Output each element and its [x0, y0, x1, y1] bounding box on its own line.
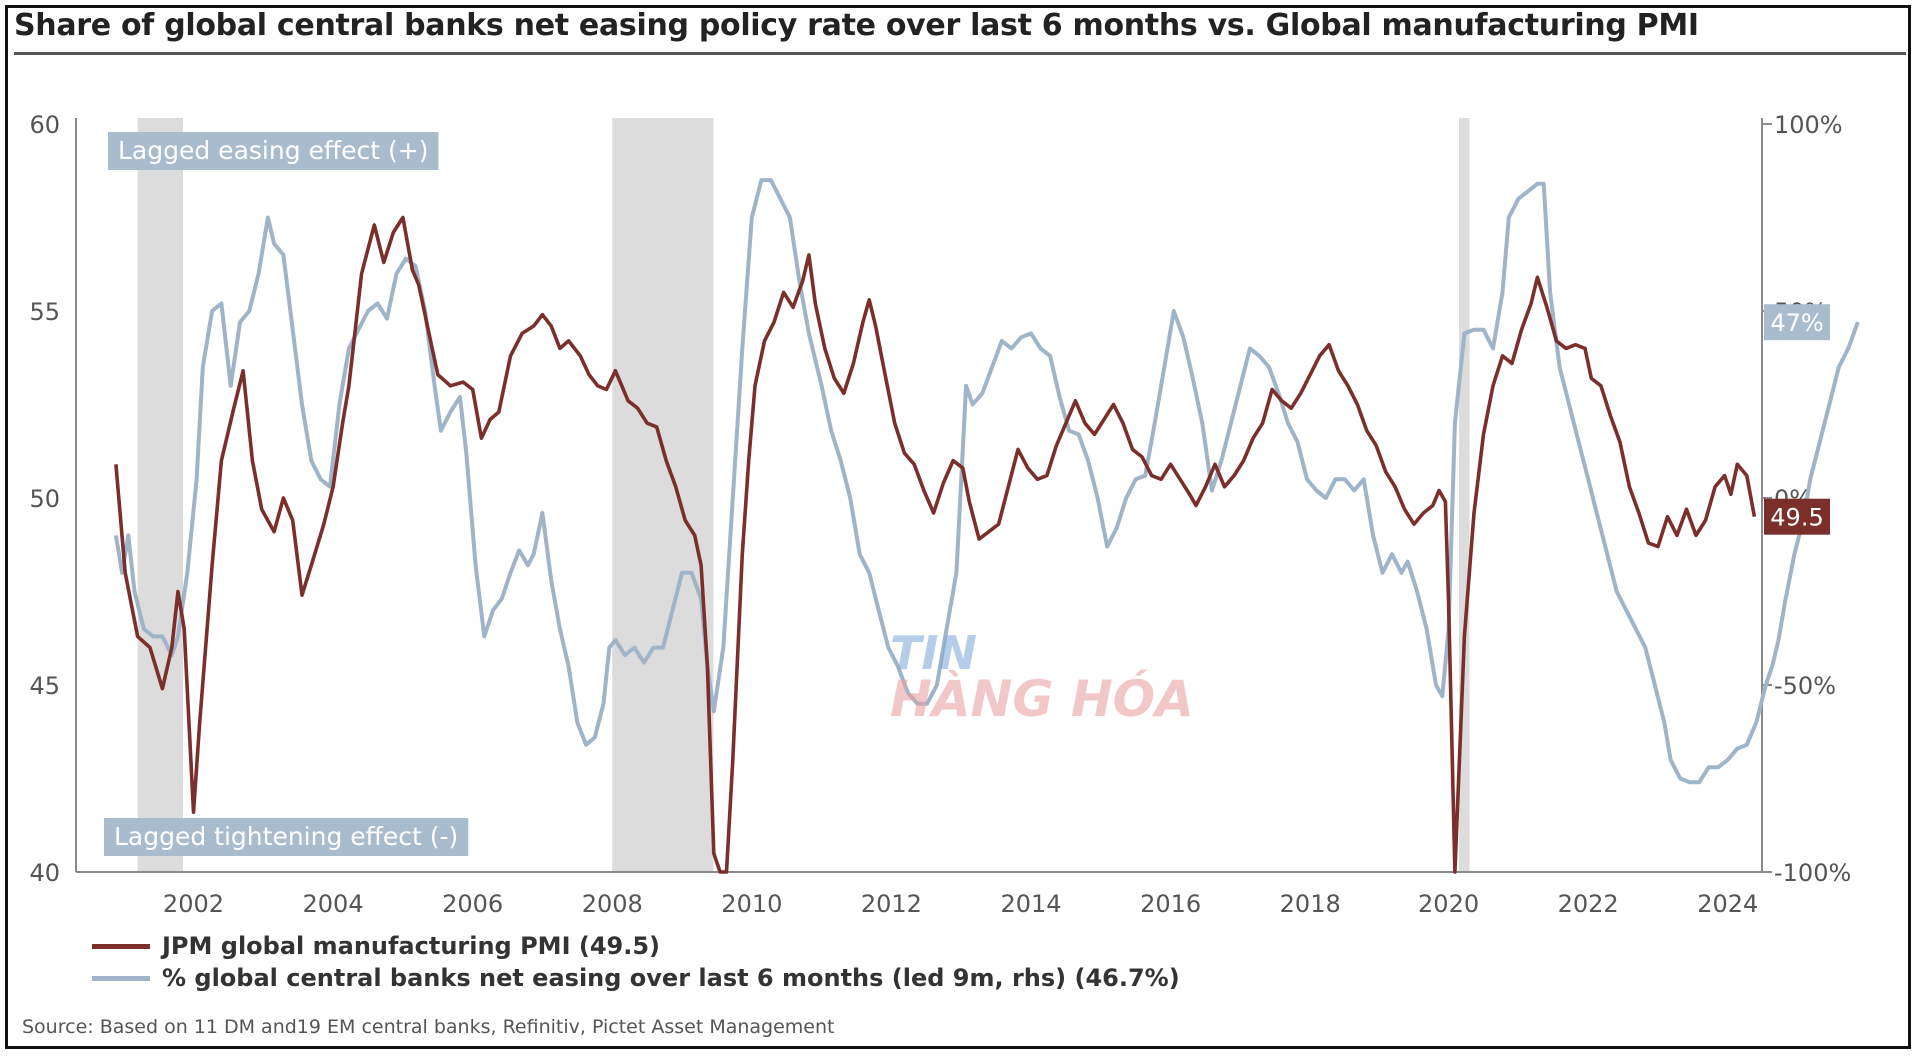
- annotation-easing-text: Lagged easing effect (+): [118, 136, 428, 165]
- y-right-tick-label-3: -50%: [1774, 672, 1836, 700]
- chart-title: Share of global central banks net easing…: [14, 8, 1699, 43]
- legend-swatch-pmi: [92, 943, 150, 949]
- recession-band-3: [1459, 118, 1470, 872]
- annotation-tightening-text: Lagged tightening effect (-): [114, 822, 458, 851]
- end-label-easing-box: [1764, 304, 1830, 341]
- series-line-easing: [113, 178, 1860, 785]
- end-label-pmi-text: 49.5: [1770, 504, 1823, 532]
- x-tick-label-2024: 2024: [1697, 890, 1758, 918]
- y-right-tick-label-0: 100%: [1774, 111, 1843, 139]
- x-tick-label-2020: 2020: [1418, 890, 1479, 918]
- x-tick-label-2004: 2004: [303, 890, 364, 918]
- x-tick-label-2022: 2022: [1558, 890, 1619, 918]
- x-tick-label-2002: 2002: [163, 890, 224, 918]
- end-label-easing-text: 47%: [1770, 309, 1823, 337]
- recession-band-1: [137, 118, 183, 872]
- series-line-pmi: [114, 215, 1757, 874]
- x-tick-label-2008: 2008: [582, 890, 643, 918]
- legend-item-easing: % global central banks net easing over l…: [92, 962, 1180, 994]
- legend-item-pmi: JPM global manufacturing PMI (49.5): [92, 930, 1180, 962]
- x-tick-label-2006: 2006: [442, 890, 503, 918]
- legend-swatch-easing: [92, 975, 150, 981]
- x-tick-label-2014: 2014: [1000, 890, 1061, 918]
- y-right-tick-label-4: -100%: [1774, 859, 1851, 887]
- y-left-tick-label-60: 60: [29, 111, 60, 139]
- y-left-tick-label-45: 45: [29, 672, 60, 700]
- end-label-pmi-box: [1764, 498, 1830, 535]
- title-divider: [14, 52, 1906, 55]
- legend-label-easing: % global central banks net easing over l…: [162, 964, 1180, 992]
- x-tick-label-2012: 2012: [861, 890, 922, 918]
- annotation-tightening-box: [104, 818, 469, 856]
- annotation-easing-box: [108, 132, 439, 170]
- y-left-tick-label-55: 55: [29, 298, 60, 326]
- y-left-tick-label-40: 40: [29, 859, 60, 887]
- x-tick-label-2016: 2016: [1140, 890, 1201, 918]
- x-tick-label-2018: 2018: [1280, 890, 1341, 918]
- legend-label-pmi: JPM global manufacturing PMI (49.5): [162, 932, 660, 960]
- y-left-tick-label-50: 50: [29, 485, 60, 513]
- source-note: Source: Based on 11 DM and19 EM central …: [22, 1016, 835, 1038]
- chart-legend: JPM global manufacturing PMI (49.5) % gl…: [92, 930, 1180, 994]
- x-tick-label-2010: 2010: [721, 890, 782, 918]
- recession-band-2: [612, 118, 714, 872]
